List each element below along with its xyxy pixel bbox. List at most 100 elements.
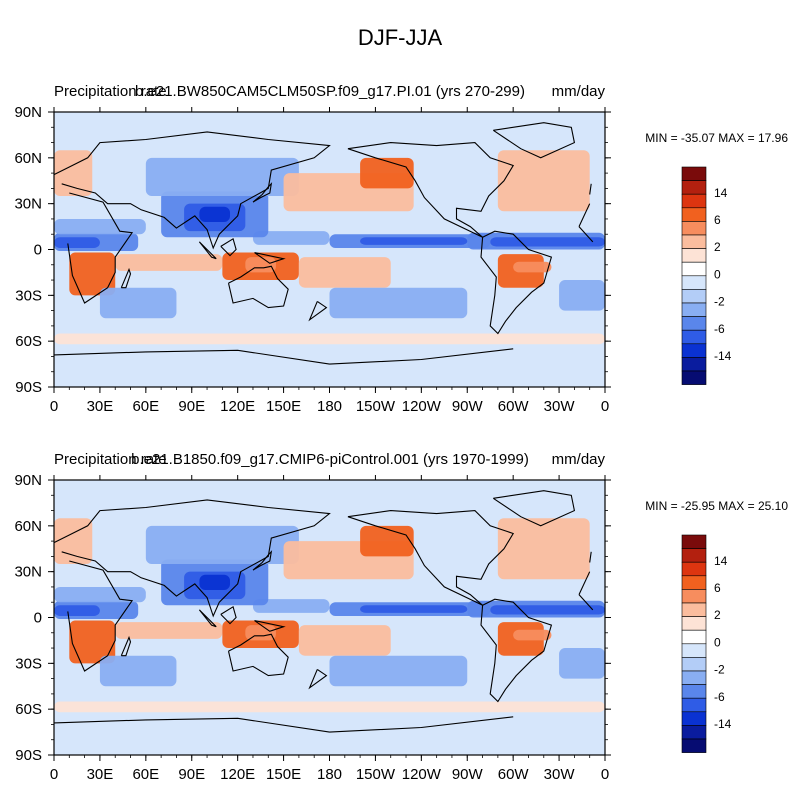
anomaly-region xyxy=(115,254,223,271)
x-tick-label: 120W xyxy=(402,398,442,415)
coastline xyxy=(492,122,576,159)
coastline xyxy=(347,142,515,238)
coastline xyxy=(578,594,594,611)
coastline xyxy=(198,241,217,260)
coastline xyxy=(198,609,217,628)
anomaly-region xyxy=(360,157,414,189)
y-tick-label: 60S xyxy=(15,333,42,350)
coastline xyxy=(252,550,273,571)
map-panel-bottom: Precipitation rateb.e21.B1850.f09_g17.CM… xyxy=(14,451,788,783)
coastline xyxy=(227,265,289,309)
colorbar-swatch xyxy=(681,234,707,249)
anomaly-region xyxy=(298,625,391,656)
x-tick-label: 30E xyxy=(87,398,114,415)
colorbar-swatch xyxy=(681,616,707,631)
y-tick-label: 30S xyxy=(15,655,42,672)
colorbar-swatch xyxy=(681,357,707,372)
anomaly-region xyxy=(54,218,146,235)
colorbar-swatch xyxy=(681,248,707,263)
anomaly-region xyxy=(54,333,605,345)
x-tick-label: 30E xyxy=(87,766,114,783)
colorbar-swatch xyxy=(681,589,707,604)
colorbar-label: 2 xyxy=(714,240,721,254)
coastline xyxy=(227,633,289,677)
colorbar-swatch xyxy=(681,193,707,209)
coastline xyxy=(67,560,134,672)
figure-title: DJF-JJA xyxy=(358,25,443,50)
y-tick-label: 90S xyxy=(15,747,42,764)
colorbar-label: -2 xyxy=(714,663,725,677)
anomaly-region xyxy=(145,525,299,565)
anomaly-region xyxy=(360,237,468,245)
anomaly-region xyxy=(54,480,605,502)
anomaly-region xyxy=(329,287,468,319)
coastline xyxy=(67,192,134,304)
anomaly-region xyxy=(54,586,146,603)
y-tick-label: 60N xyxy=(14,150,42,167)
coastline xyxy=(589,183,592,195)
coastline xyxy=(480,598,553,703)
center-title: b.e21.BW850CAM5CLM50SP.f09_g17.PI.01 (yr… xyxy=(135,83,525,100)
colorbar-swatch xyxy=(681,575,707,590)
anomaly-region xyxy=(199,574,231,590)
coastline xyxy=(252,182,273,203)
colorbar: 14 6 2 0 -2 -6 -14 xyxy=(681,534,732,753)
anomaly-region xyxy=(329,655,468,687)
x-tick-label: 150E xyxy=(266,766,301,783)
colorbar-swatch xyxy=(681,697,707,713)
y-tick-label: 90N xyxy=(14,104,42,121)
colorbar-swatch xyxy=(681,711,707,726)
precip-field xyxy=(54,480,605,755)
center-title: b.e21.B1850.f09_g17.CMIP6-piControl.001 … xyxy=(131,451,529,468)
right-title: mm/day xyxy=(552,451,606,468)
colorbar-label: 6 xyxy=(714,581,721,595)
x-tick-label: 150W xyxy=(356,766,396,783)
anomaly-region xyxy=(54,605,100,616)
right-title: mm/day xyxy=(552,83,606,100)
anomaly-region xyxy=(54,701,605,713)
anomaly-region xyxy=(559,280,605,311)
x-tick-label: 60E xyxy=(132,766,159,783)
colorbar-swatch xyxy=(681,289,707,304)
anomaly-region xyxy=(360,525,414,557)
coastline xyxy=(254,620,286,632)
x-tick-label: 0 xyxy=(601,766,609,783)
colorbar-swatch xyxy=(681,329,707,345)
y-tick-label: 0 xyxy=(34,610,42,627)
y-tick-label: 90N xyxy=(14,472,42,489)
colorbar-swatch xyxy=(681,534,707,549)
colorbar-label: -6 xyxy=(714,322,725,336)
x-tick-label: 90W xyxy=(452,398,484,415)
colorbar-label: -14 xyxy=(714,349,732,363)
colorbar-swatch xyxy=(681,602,707,617)
precip-field xyxy=(54,112,605,387)
anomaly-region xyxy=(69,252,116,296)
anomaly-region xyxy=(99,655,177,687)
colorbar-swatch xyxy=(681,370,707,385)
coastline xyxy=(589,551,592,563)
x-tick-label: 60W xyxy=(498,766,530,783)
x-tick-label: 120W xyxy=(402,766,442,783)
x-tick-label: 60W xyxy=(498,398,530,415)
anomaly-region xyxy=(252,231,330,245)
y-tick-label: 30N xyxy=(14,196,42,213)
anomaly-region xyxy=(54,150,93,197)
colorbar-label: 14 xyxy=(714,186,728,200)
coastline xyxy=(120,267,132,289)
coastline xyxy=(329,716,514,733)
coastline xyxy=(54,717,330,733)
anomaly-region xyxy=(513,261,552,273)
anomaly-region xyxy=(490,237,605,247)
coastline xyxy=(347,510,515,606)
colorbar-label: 2 xyxy=(714,608,721,622)
coastline xyxy=(308,300,328,322)
colorbar-label: 0 xyxy=(714,267,721,281)
anomaly-region xyxy=(360,605,468,613)
colorbar: 14 6 2 0 -2 -6 -14 xyxy=(681,166,732,385)
x-tick-label: 150E xyxy=(266,398,301,415)
colorbar-swatch xyxy=(681,548,707,563)
colorbar-swatch xyxy=(681,261,707,277)
colorbar-swatch xyxy=(681,207,707,222)
x-tick-label: 0 xyxy=(601,398,609,415)
x-tick-label: 120E xyxy=(220,766,255,783)
